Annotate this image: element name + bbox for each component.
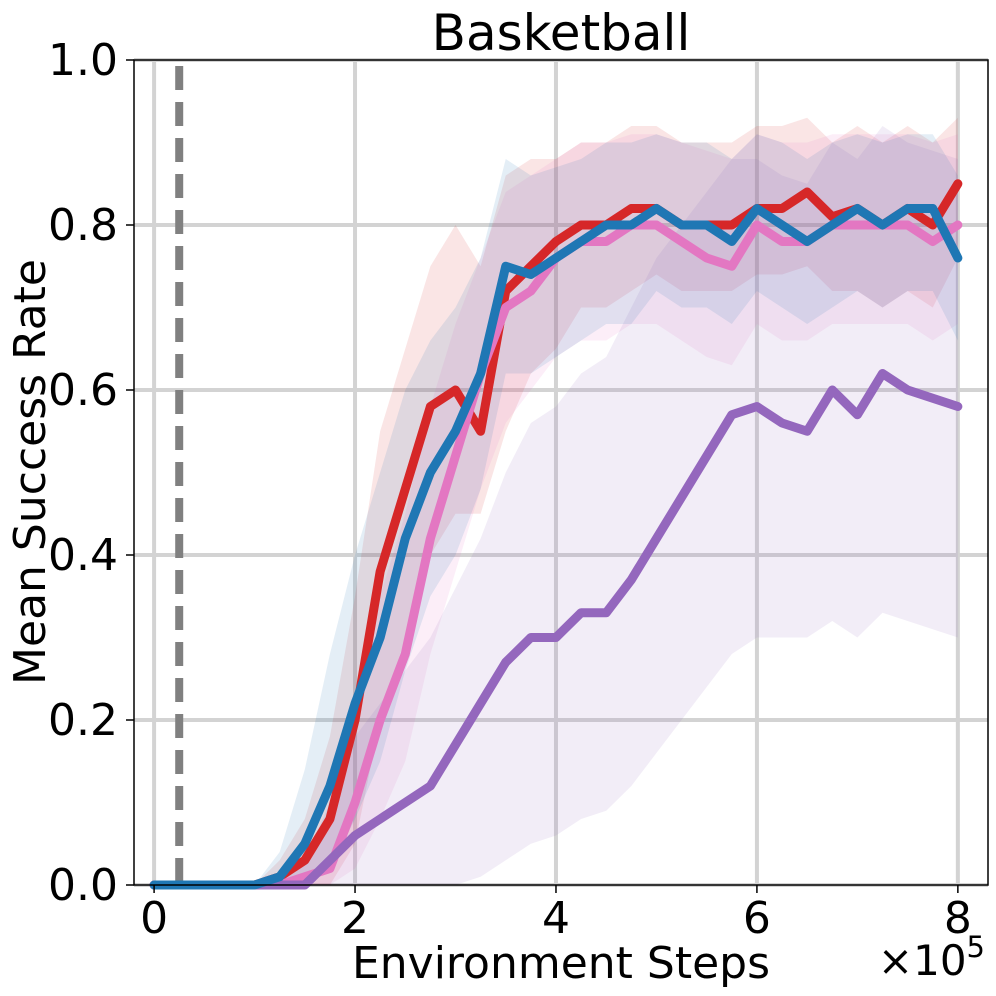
x-tick-label-2: 4 xyxy=(542,893,570,944)
series-lines xyxy=(149,179,963,890)
plot-frame xyxy=(133,59,989,886)
y-tick-label-0: 0.0 xyxy=(48,860,118,911)
y-tick-label-4: 0.8 xyxy=(48,200,118,251)
y-tick-label-3: 0.6 xyxy=(48,365,118,416)
x-tick-label-4: 8 xyxy=(944,893,972,944)
y-tick-label-2: 0.4 xyxy=(48,530,118,581)
x-axis-scale-factor: ×105 xyxy=(878,930,985,985)
y-axis-label: Mean Success Rate xyxy=(5,259,56,685)
x-axis-ticks: 0 2 4 6 8 xyxy=(140,885,972,944)
x-tick-label-1: 2 xyxy=(341,893,369,944)
series-line-3 xyxy=(149,204,963,890)
y-axis-ticks: 0.0 0.2 0.4 0.6 0.8 1.0 xyxy=(48,35,134,911)
y-tick-label-5: 1.0 xyxy=(48,35,118,86)
x-tick-label-0: 0 xyxy=(140,893,168,944)
x-tick-label-3: 6 xyxy=(743,893,771,944)
x-axis-scale-base: ×10 xyxy=(878,936,967,985)
series-band-1 xyxy=(154,134,958,885)
x-axis-label: Environment Steps xyxy=(352,938,770,989)
y-tick-label-1: 0.2 xyxy=(48,695,118,746)
series-band-2 xyxy=(154,126,958,885)
chart-title: Basketball xyxy=(432,4,691,62)
x-axis-scale-exponent: 5 xyxy=(967,930,985,964)
confidence-bands xyxy=(154,117,958,885)
